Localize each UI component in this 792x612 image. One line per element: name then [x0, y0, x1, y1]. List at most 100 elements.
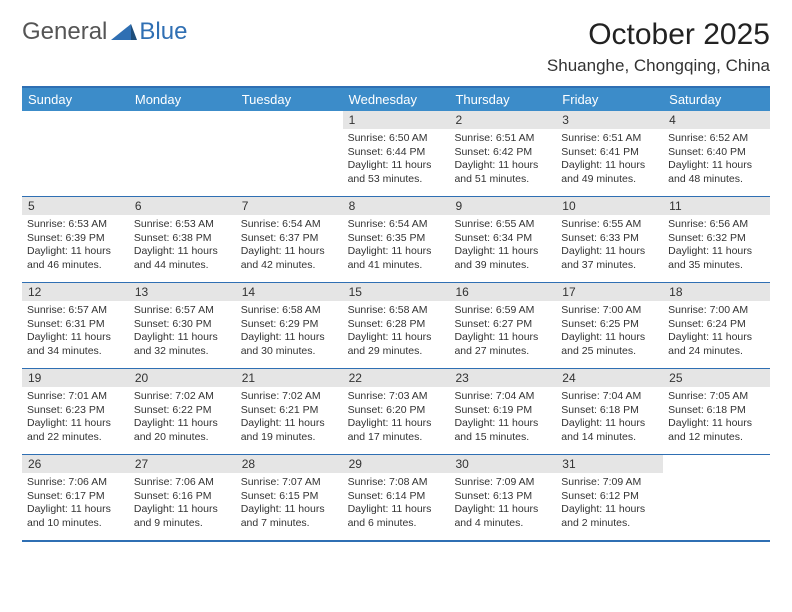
- day-number: 1: [343, 111, 450, 129]
- day-details: Sunrise: 6:51 AMSunset: 6:41 PMDaylight:…: [556, 129, 663, 191]
- calendar-cell: 29Sunrise: 7:08 AMSunset: 6:14 PMDayligh…: [343, 455, 450, 540]
- day-details: Sunrise: 6:50 AMSunset: 6:44 PMDaylight:…: [343, 129, 450, 191]
- calendar-cell: 26Sunrise: 7:06 AMSunset: 6:17 PMDayligh…: [22, 455, 129, 540]
- calendar-cell: 9Sunrise: 6:55 AMSunset: 6:34 PMDaylight…: [449, 197, 556, 282]
- day-details: Sunrise: 7:03 AMSunset: 6:20 PMDaylight:…: [343, 387, 450, 449]
- day-number: 24: [556, 369, 663, 387]
- day-details: Sunrise: 7:09 AMSunset: 6:12 PMDaylight:…: [556, 473, 663, 535]
- calendar-week: 19Sunrise: 7:01 AMSunset: 6:23 PMDayligh…: [22, 369, 770, 455]
- day-details: Sunrise: 7:00 AMSunset: 6:25 PMDaylight:…: [556, 301, 663, 363]
- day-number: 18: [663, 283, 770, 301]
- calendar-cell: 5Sunrise: 6:53 AMSunset: 6:39 PMDaylight…: [22, 197, 129, 282]
- day-number: 26: [22, 455, 129, 473]
- calendar-cell: 2Sunrise: 6:51 AMSunset: 6:42 PMDaylight…: [449, 111, 556, 196]
- calendar-cell: 20Sunrise: 7:02 AMSunset: 6:22 PMDayligh…: [129, 369, 236, 454]
- day-details: Sunrise: 6:53 AMSunset: 6:38 PMDaylight:…: [129, 215, 236, 277]
- calendar-body: 1Sunrise: 6:50 AMSunset: 6:44 PMDaylight…: [22, 111, 770, 540]
- calendar-cell: 8Sunrise: 6:54 AMSunset: 6:35 PMDaylight…: [343, 197, 450, 282]
- logo-text-blue: Blue: [139, 18, 187, 46]
- logo-text-general: General: [22, 18, 107, 46]
- day-header: Friday: [556, 88, 663, 111]
- day-details: Sunrise: 6:54 AMSunset: 6:35 PMDaylight:…: [343, 215, 450, 277]
- calendar-cell: 16Sunrise: 6:59 AMSunset: 6:27 PMDayligh…: [449, 283, 556, 368]
- calendar-cell: 28Sunrise: 7:07 AMSunset: 6:15 PMDayligh…: [236, 455, 343, 540]
- calendar-cell: 31Sunrise: 7:09 AMSunset: 6:12 PMDayligh…: [556, 455, 663, 540]
- calendar-week: 1Sunrise: 6:50 AMSunset: 6:44 PMDaylight…: [22, 111, 770, 197]
- day-header: Monday: [129, 88, 236, 111]
- day-details: Sunrise: 6:52 AMSunset: 6:40 PMDaylight:…: [663, 129, 770, 191]
- calendar-cell: 12Sunrise: 6:57 AMSunset: 6:31 PMDayligh…: [22, 283, 129, 368]
- calendar-cell: 25Sunrise: 7:05 AMSunset: 6:18 PMDayligh…: [663, 369, 770, 454]
- day-number: 28: [236, 455, 343, 473]
- day-details: Sunrise: 7:06 AMSunset: 6:16 PMDaylight:…: [129, 473, 236, 535]
- title-block: October 2025 Shuanghe, Chongqing, China: [547, 18, 770, 76]
- day-number: 21: [236, 369, 343, 387]
- day-number: 6: [129, 197, 236, 215]
- calendar-cell: 1Sunrise: 6:50 AMSunset: 6:44 PMDaylight…: [343, 111, 450, 196]
- day-details: Sunrise: 6:57 AMSunset: 6:31 PMDaylight:…: [22, 301, 129, 363]
- day-number: 14: [236, 283, 343, 301]
- day-number: 2: [449, 111, 556, 129]
- day-details: Sunrise: 7:05 AMSunset: 6:18 PMDaylight:…: [663, 387, 770, 449]
- day-number: [129, 111, 236, 128]
- header: General Blue October 2025 Shuanghe, Chon…: [22, 18, 770, 76]
- day-number: 22: [343, 369, 450, 387]
- calendar-week: 26Sunrise: 7:06 AMSunset: 6:17 PMDayligh…: [22, 455, 770, 540]
- calendar-cell: 22Sunrise: 7:03 AMSunset: 6:20 PMDayligh…: [343, 369, 450, 454]
- calendar-cell: 3Sunrise: 6:51 AMSunset: 6:41 PMDaylight…: [556, 111, 663, 196]
- calendar-cell: 4Sunrise: 6:52 AMSunset: 6:40 PMDaylight…: [663, 111, 770, 196]
- day-number: 16: [449, 283, 556, 301]
- day-header: Wednesday: [343, 88, 450, 111]
- day-number: 8: [343, 197, 450, 215]
- day-details: Sunrise: 7:07 AMSunset: 6:15 PMDaylight:…: [236, 473, 343, 535]
- day-details: Sunrise: 7:09 AMSunset: 6:13 PMDaylight:…: [449, 473, 556, 535]
- calendar-cell: [663, 455, 770, 540]
- calendar-cell: 18Sunrise: 7:00 AMSunset: 6:24 PMDayligh…: [663, 283, 770, 368]
- day-details: Sunrise: 6:53 AMSunset: 6:39 PMDaylight:…: [22, 215, 129, 277]
- day-details: Sunrise: 6:54 AMSunset: 6:37 PMDaylight:…: [236, 215, 343, 277]
- day-number: 15: [343, 283, 450, 301]
- calendar-cell: [22, 111, 129, 196]
- logo-triangle-icon: [111, 22, 137, 42]
- day-number: [22, 111, 129, 128]
- day-number: 20: [129, 369, 236, 387]
- calendar-cell: 24Sunrise: 7:04 AMSunset: 6:18 PMDayligh…: [556, 369, 663, 454]
- calendar-cell: 23Sunrise: 7:04 AMSunset: 6:19 PMDayligh…: [449, 369, 556, 454]
- day-details: Sunrise: 7:01 AMSunset: 6:23 PMDaylight:…: [22, 387, 129, 449]
- day-number: 31: [556, 455, 663, 473]
- day-details: Sunrise: 7:08 AMSunset: 6:14 PMDaylight:…: [343, 473, 450, 535]
- day-header: Sunday: [22, 88, 129, 111]
- day-number: [236, 111, 343, 128]
- day-number: 29: [343, 455, 450, 473]
- day-number: 12: [22, 283, 129, 301]
- day-number: 11: [663, 197, 770, 215]
- calendar-cell: 11Sunrise: 6:56 AMSunset: 6:32 PMDayligh…: [663, 197, 770, 282]
- day-header: Saturday: [663, 88, 770, 111]
- calendar-cell: 10Sunrise: 6:55 AMSunset: 6:33 PMDayligh…: [556, 197, 663, 282]
- month-title: October 2025: [547, 18, 770, 52]
- calendar-cell: 17Sunrise: 7:00 AMSunset: 6:25 PMDayligh…: [556, 283, 663, 368]
- calendar-cell: 13Sunrise: 6:57 AMSunset: 6:30 PMDayligh…: [129, 283, 236, 368]
- calendar-header-row: SundayMondayTuesdayWednesdayThursdayFrid…: [22, 88, 770, 111]
- calendar-cell: 6Sunrise: 6:53 AMSunset: 6:38 PMDaylight…: [129, 197, 236, 282]
- day-number: 10: [556, 197, 663, 215]
- calendar-cell: 7Sunrise: 6:54 AMSunset: 6:37 PMDaylight…: [236, 197, 343, 282]
- calendar-cell: 15Sunrise: 6:58 AMSunset: 6:28 PMDayligh…: [343, 283, 450, 368]
- day-number: 19: [22, 369, 129, 387]
- day-details: Sunrise: 6:56 AMSunset: 6:32 PMDaylight:…: [663, 215, 770, 277]
- day-details: Sunrise: 6:58 AMSunset: 6:29 PMDaylight:…: [236, 301, 343, 363]
- calendar-cell: 27Sunrise: 7:06 AMSunset: 6:16 PMDayligh…: [129, 455, 236, 540]
- day-number: 5: [22, 197, 129, 215]
- day-number: 7: [236, 197, 343, 215]
- day-details: Sunrise: 6:51 AMSunset: 6:42 PMDaylight:…: [449, 129, 556, 191]
- day-number: 17: [556, 283, 663, 301]
- day-number: 9: [449, 197, 556, 215]
- day-number: [663, 455, 770, 472]
- day-details: Sunrise: 6:58 AMSunset: 6:28 PMDaylight:…: [343, 301, 450, 363]
- day-number: 30: [449, 455, 556, 473]
- calendar-week: 5Sunrise: 6:53 AMSunset: 6:39 PMDaylight…: [22, 197, 770, 283]
- day-details: Sunrise: 7:00 AMSunset: 6:24 PMDaylight:…: [663, 301, 770, 363]
- calendar-cell: 21Sunrise: 7:02 AMSunset: 6:21 PMDayligh…: [236, 369, 343, 454]
- calendar-cell: 30Sunrise: 7:09 AMSunset: 6:13 PMDayligh…: [449, 455, 556, 540]
- calendar-cell: 19Sunrise: 7:01 AMSunset: 6:23 PMDayligh…: [22, 369, 129, 454]
